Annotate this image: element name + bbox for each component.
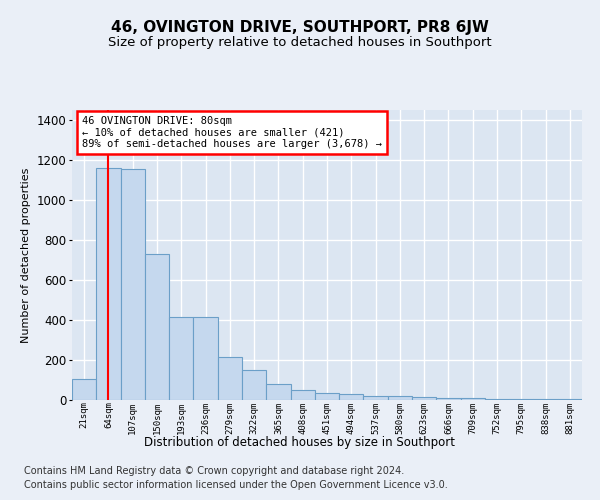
Bar	[169, 317, 193, 400]
Bar	[96, 168, 121, 400]
Text: Size of property relative to detached houses in Southport: Size of property relative to detached ho…	[108, 36, 492, 49]
Bar	[364, 396, 388, 400]
Bar	[485, 399, 509, 400]
Bar	[436, 398, 461, 400]
Bar	[290, 390, 315, 400]
Bar	[193, 317, 218, 400]
Bar	[388, 396, 412, 400]
Bar	[412, 397, 436, 400]
Bar	[218, 357, 242, 400]
Bar	[461, 398, 485, 400]
Text: 46 OVINGTON DRIVE: 80sqm
← 10% of detached houses are smaller (421)
89% of semi-: 46 OVINGTON DRIVE: 80sqm ← 10% of detach…	[82, 116, 382, 149]
Bar	[509, 399, 533, 400]
Bar	[315, 393, 339, 400]
Y-axis label: Number of detached properties: Number of detached properties	[21, 168, 31, 342]
Bar	[121, 169, 145, 400]
Text: Contains HM Land Registry data © Crown copyright and database right 2024.
Contai: Contains HM Land Registry data © Crown c…	[24, 466, 448, 489]
Bar	[145, 254, 169, 400]
Bar	[533, 399, 558, 400]
Bar	[339, 394, 364, 400]
Bar	[242, 370, 266, 400]
Text: Distribution of detached houses by size in Southport: Distribution of detached houses by size …	[145, 436, 455, 449]
Bar	[266, 384, 290, 400]
Bar	[72, 379, 96, 400]
Text: 46, OVINGTON DRIVE, SOUTHPORT, PR8 6JW: 46, OVINGTON DRIVE, SOUTHPORT, PR8 6JW	[111, 20, 489, 35]
